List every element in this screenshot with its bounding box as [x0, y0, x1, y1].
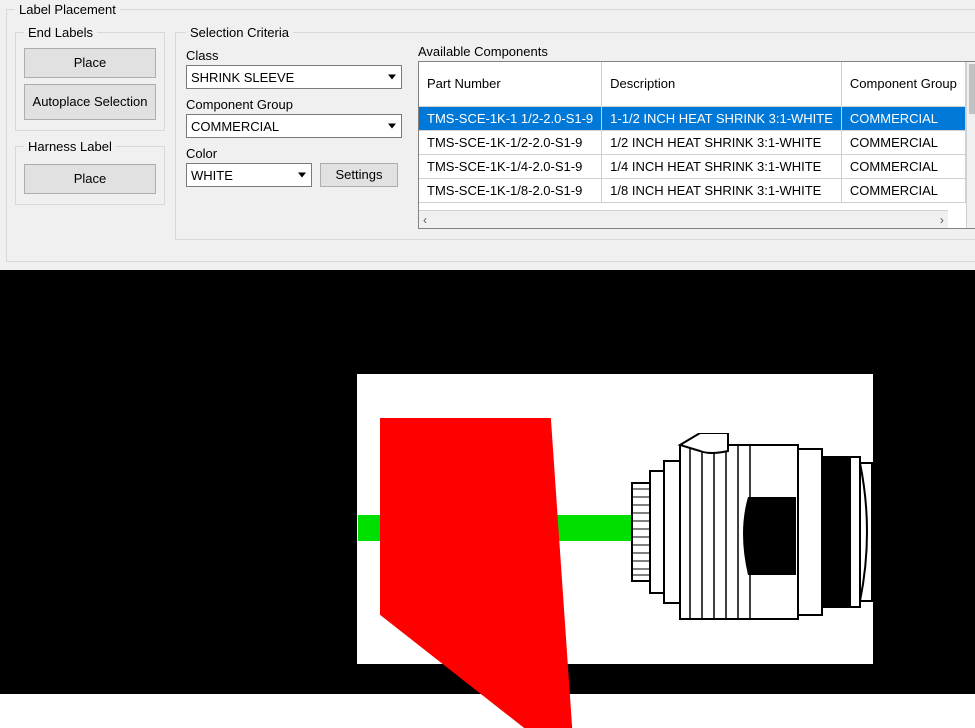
group-select[interactable]: COMMERCIAL [186, 114, 402, 138]
left-column: End Labels Place Autoplace Selection Har… [15, 25, 165, 205]
col-part-number[interactable]: Part Number [419, 62, 602, 106]
end-labels-legend: End Labels [24, 25, 97, 40]
table-cell: 1/2 INCH HEAT SHRINK 3:1-WHITE [602, 130, 842, 154]
v-scroll-thumb[interactable] [969, 64, 975, 114]
selection-criteria-group: Selection Criteria Class SHRINK SLEEVE C… [175, 25, 975, 240]
table-cell: 1-1/2 INCH HEAT SHRINK 3:1-WHITE [602, 106, 842, 130]
autoplace-selection-button[interactable]: Autoplace Selection [24, 84, 156, 120]
table-cell: COMMERCIAL [841, 130, 965, 154]
label-placement-group: Label Placement End Labels Place Autopla… [6, 2, 975, 262]
settings-button[interactable]: Settings [320, 163, 398, 187]
v-scrollbar[interactable] [966, 62, 975, 228]
table-row[interactable]: TMS-SCE-1K-1 1/2-2.0-S1-91-1/2 INCH HEAT… [419, 106, 965, 130]
table-cell: TMS-SCE-1K-1/4-2.0-S1-9 [419, 154, 602, 178]
table-cell: 1/8 INCH HEAT SHRINK 3:1-WHITE [602, 178, 842, 202]
available-table[interactable]: Part Number Description Component Group … [419, 62, 966, 203]
available-table-box: Part Number Description Component Group … [418, 61, 975, 229]
criteria-fields: Class SHRINK SLEEVE Component Group COMM… [186, 44, 402, 229]
place-end-label-button[interactable]: Place [24, 48, 156, 78]
connector-drawing [630, 433, 874, 631]
end-labels-group: End Labels Place Autoplace Selection [15, 25, 165, 131]
color-label: Color [186, 146, 402, 161]
col-component-group[interactable]: Component Group [841, 62, 965, 106]
table-header-row: Part Number Description Component Group [419, 62, 965, 106]
col-description[interactable]: Description [602, 62, 842, 106]
table-cell: COMMERCIAL [841, 154, 965, 178]
table-cell: TMS-SCE-1K-1/8-2.0-S1-9 [419, 178, 602, 202]
table-cell: TMS-SCE-1K-1/2-2.0-S1-9 [419, 130, 602, 154]
table-cell: TMS-SCE-1K-1 1/2-2.0-S1-9 [419, 106, 602, 130]
table-cell: COMMERCIAL [841, 178, 965, 202]
place-harness-label-button[interactable]: Place [24, 164, 156, 194]
harness-label-group: Harness Label Place [15, 139, 165, 205]
table-row[interactable]: TMS-SCE-1K-1/8-2.0-S1-91/8 INCH HEAT SHR… [419, 178, 965, 202]
harness-label-legend: Harness Label [24, 139, 116, 154]
label-p1: -P1 [464, 499, 540, 557]
available-components: Available Components Part Number Descrip… [418, 44, 975, 229]
table-cell: COMMERCIAL [841, 106, 965, 130]
h-scrollbar[interactable]: ‹ › [419, 210, 948, 228]
label-placement-legend: Label Placement [15, 2, 120, 17]
diagram-panel: -P1 [0, 270, 975, 694]
table-cell: 1/4 INCH HEAT SHRINK 3:1-WHITE [602, 154, 842, 178]
scroll-right-icon[interactable]: › [940, 213, 944, 227]
class-label: Class [186, 48, 402, 63]
scroll-left-icon[interactable]: ‹ [423, 213, 427, 227]
available-label: Available Components [418, 44, 975, 59]
diagram-canvas: -P1 [357, 374, 873, 664]
table-row[interactable]: TMS-SCE-1K-1/4-2.0-S1-91/4 INCH HEAT SHR… [419, 154, 965, 178]
top-panel: Label Placement End Labels Place Autopla… [0, 0, 975, 270]
class-select[interactable]: SHRINK SLEEVE [186, 65, 402, 89]
group-label: Component Group [186, 97, 402, 112]
selection-criteria-legend: Selection Criteria [186, 25, 293, 40]
color-select[interactable]: WHITE [186, 163, 312, 187]
table-row[interactable]: TMS-SCE-1K-1/2-2.0-S1-91/2 INCH HEAT SHR… [419, 130, 965, 154]
